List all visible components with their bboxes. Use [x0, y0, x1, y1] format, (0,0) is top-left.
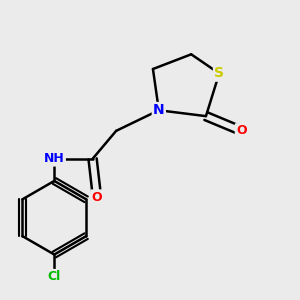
Text: NH: NH: [44, 152, 65, 165]
Text: O: O: [236, 124, 247, 137]
Text: S: S: [214, 66, 224, 80]
Text: Cl: Cl: [48, 270, 61, 283]
Text: N: N: [153, 103, 165, 117]
Text: O: O: [92, 190, 102, 204]
